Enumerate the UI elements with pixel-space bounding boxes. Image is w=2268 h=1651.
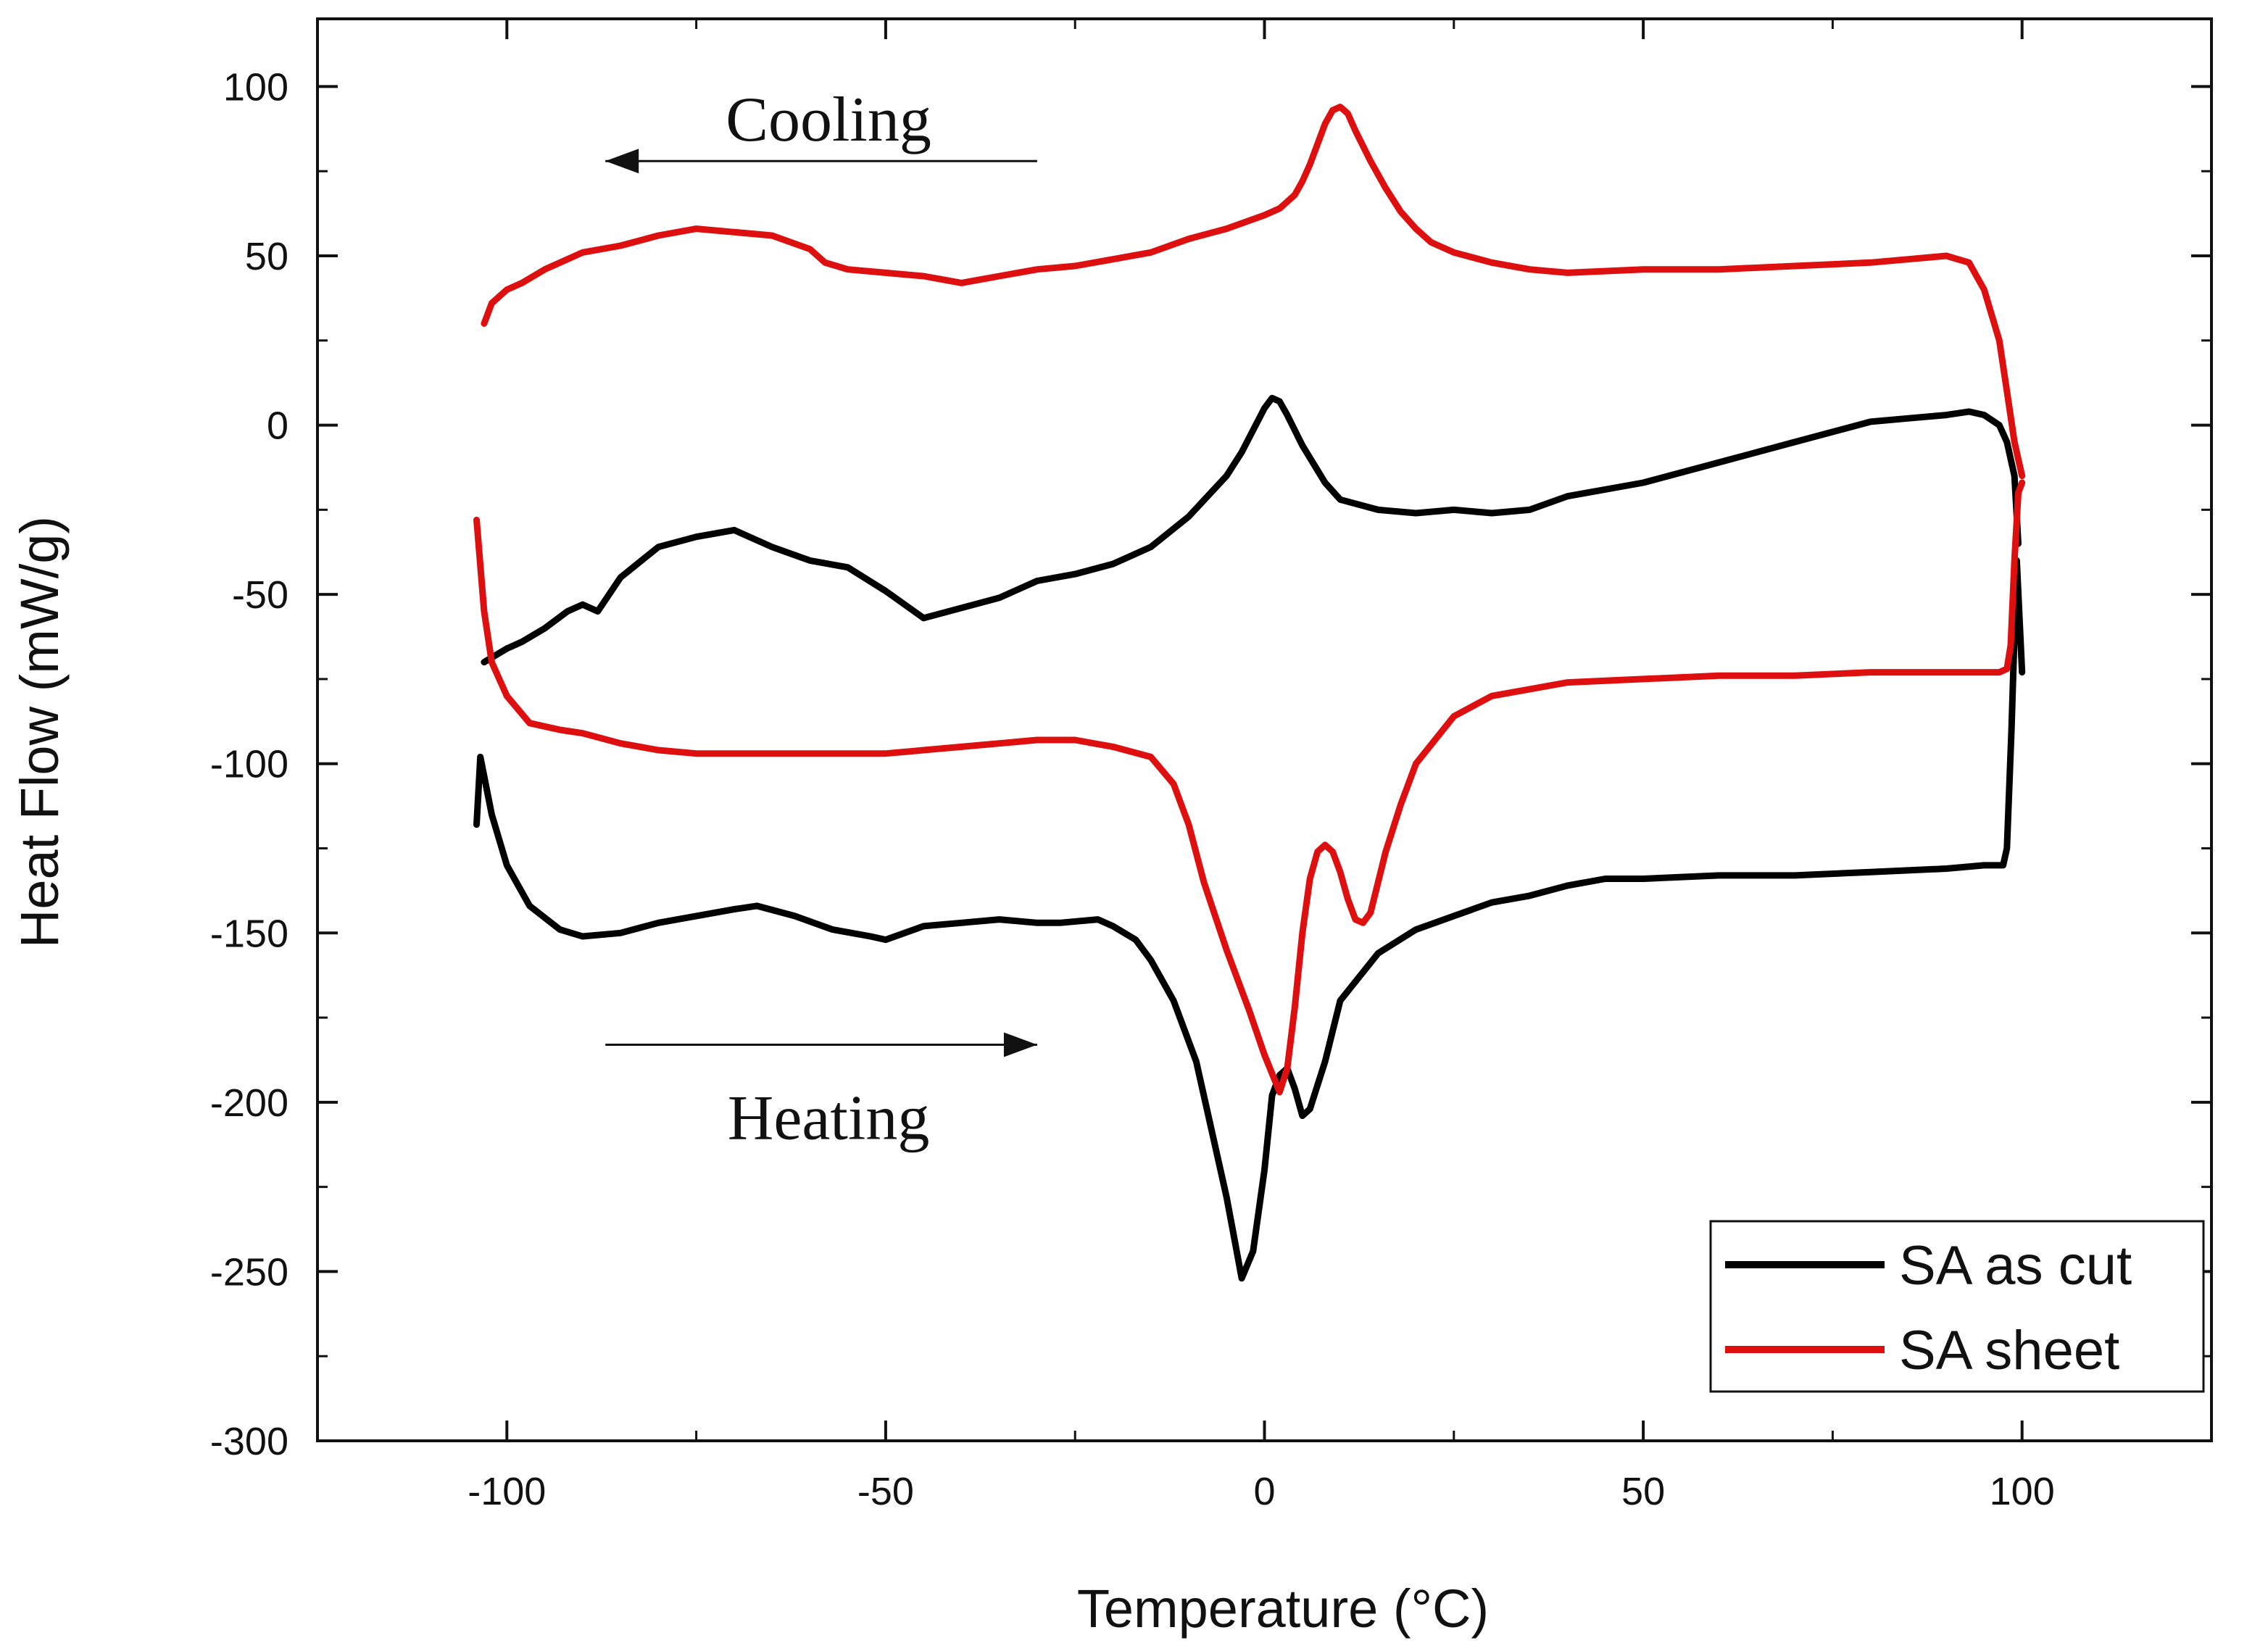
cooling-arrow-head [605, 149, 639, 174]
series-sa-as-cut-heating-line [473, 557, 2026, 1282]
x-tick-label: -50 [857, 1470, 914, 1513]
legend: SA as cut SA sheet [1709, 1220, 2205, 1393]
legend-label-sa-sheet: SA sheet [1899, 1320, 2119, 1381]
series-sa-as-cut-cooling-line [481, 394, 2022, 666]
y-tick-label: -250 [210, 1250, 288, 1294]
y-tick-label: 50 [245, 235, 288, 278]
curves [473, 104, 2026, 1282]
y-axis-title: Heat Flow (mW/g) [9, 516, 70, 948]
x-axis-title: Temperature (°C) [1077, 1579, 1489, 1639]
tick-labels: -100 -50 0 50 100 100 50 0 -50 -100 -150 -200 -250 -3… [210, 65, 2055, 1513]
x-tick-label: 0 [1253, 1470, 1275, 1513]
y-tick-label: -150 [210, 912, 288, 955]
y-tick-label: -100 [210, 743, 288, 786]
legend-box [1709, 1220, 2205, 1393]
x-tick-label: 50 [1621, 1470, 1665, 1513]
x-tick-label: -100 [468, 1470, 546, 1513]
y-tick-label: -50 [232, 573, 288, 617]
heating-arrow-head [1003, 1032, 1037, 1057]
heating-label: Heating [728, 1083, 930, 1153]
y-tick-label: -300 [210, 1420, 288, 1463]
series-sa-sheet-cooling-line [481, 104, 2026, 480]
x-tick-label: 100 [1990, 1470, 2055, 1513]
cooling-label: Cooling [726, 85, 931, 155]
y-tick-label: 100 [223, 65, 288, 109]
y-tick-label: -200 [210, 1081, 288, 1125]
legend-label-sa-as-cut: SA as cut [1899, 1235, 2132, 1297]
annotations: Cooling Heating [605, 85, 1037, 1153]
y-tick-label: 0 [267, 404, 288, 448]
series-sa-sheet-heating-line [473, 479, 2026, 1096]
